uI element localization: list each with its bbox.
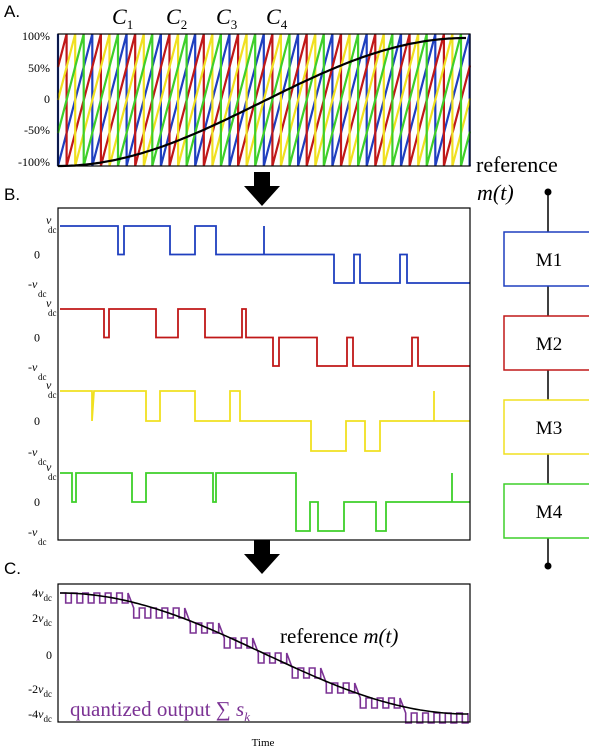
reference-curve-a <box>58 36 466 168</box>
down-arrow-icon <box>244 540 280 574</box>
ytick: 100% <box>22 29 50 43</box>
panel-b-frame <box>57 207 471 541</box>
ytick-c: 0 <box>46 648 52 662</box>
panel-a-label: A. <box>4 2 20 21</box>
level-label-zero: 0 <box>34 414 40 428</box>
level-label-pos-sub: dc <box>48 390 57 400</box>
reference-expr: m(t) <box>477 180 514 205</box>
reference-curve-c <box>60 592 468 715</box>
panel-a-yaxis: 100% 50% 0 -50% -100% <box>18 29 50 169</box>
level-label-neg: -v <box>28 525 38 539</box>
level-label-pos: v <box>46 213 52 227</box>
module-chain: M1 M2 M3 M4 <box>503 188 589 570</box>
module-m3-label: M3 <box>536 418 562 439</box>
module-m1 <box>503 231 589 287</box>
terminal-dot-icon <box>544 562 552 570</box>
level-label-pos-sub: dc <box>48 472 57 482</box>
panel-c-label: C. <box>4 559 21 578</box>
module-m4 <box>503 483 589 539</box>
reference-label: reference <box>476 152 558 177</box>
level-label-neg-sub: dc <box>38 372 47 382</box>
module-m1-output <box>60 225 470 284</box>
level-label-neg: -v <box>28 360 38 374</box>
ytick-c: 4vdc <box>32 586 52 603</box>
quantized-output-label: quantized output ∑ sk <box>70 697 250 724</box>
ytick-c: -2vdc <box>28 682 52 699</box>
module-m3 <box>503 399 589 455</box>
x-axis-label: Time <box>252 737 275 749</box>
carrier-legend: C1 C2 C3 C4 <box>112 4 288 32</box>
legend-c2: C2 <box>166 4 187 32</box>
panel-c-reference-label: reference m(t) <box>280 624 398 648</box>
panel-c-yaxis: 4vdc 2vdc 0 -2vdc -4vdc <box>28 586 52 724</box>
panel-c-frame <box>57 583 471 723</box>
module-m2 <box>503 315 589 371</box>
ytick: 0 <box>44 92 50 106</box>
level-label-neg: -v <box>28 277 38 291</box>
level-label-zero: 0 <box>34 248 40 262</box>
legend-c4: C4 <box>266 4 288 32</box>
level-label-pos: v <box>46 460 52 474</box>
ytick: -100% <box>18 155 50 169</box>
module-m1-label: M1 <box>536 250 562 271</box>
level-label-zero: 0 <box>34 495 40 509</box>
module-m3-output <box>60 390 470 452</box>
level-label-neg-sub: dc <box>38 457 47 467</box>
panel-b-label: B. <box>4 185 20 204</box>
level-label-pos: v <box>46 378 52 392</box>
legend-c3: C3 <box>216 4 237 32</box>
ytick-c: -4vdc <box>28 707 52 724</box>
ytick: 50% <box>28 61 50 75</box>
ytick: -50% <box>24 123 50 137</box>
panel-a-frame <box>57 33 471 167</box>
level-label-neg-sub: dc <box>38 537 47 547</box>
level-label-pos: v <box>46 296 52 310</box>
legend-c1: C1 <box>112 4 133 32</box>
module-m4-output <box>60 472 470 532</box>
module-m4-label: M4 <box>536 502 563 523</box>
module-output-traces <box>60 225 470 532</box>
level-label-neg-sub: dc <box>38 289 47 299</box>
level-label-zero: 0 <box>34 331 40 345</box>
level-label-pos-sub: dc <box>48 308 57 318</box>
level-label-neg: -v <box>28 445 38 459</box>
module-m2-label: M2 <box>536 334 562 355</box>
down-arrow-icon <box>244 172 280 206</box>
module-m2-output <box>60 308 470 367</box>
ytick-c: 2vdc <box>32 611 52 628</box>
level-label-pos-sub: dc <box>48 225 57 235</box>
terminal-dot-icon <box>544 188 552 196</box>
